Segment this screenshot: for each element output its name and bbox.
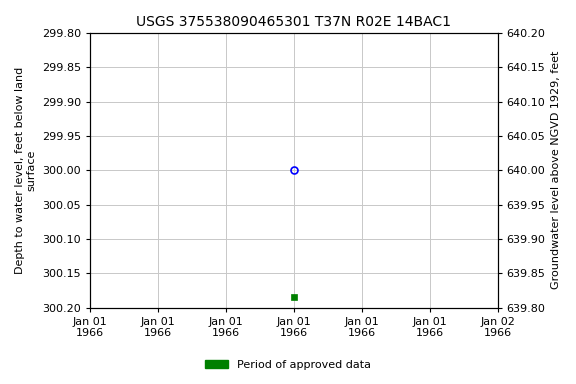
Y-axis label: Groundwater level above NGVD 1929, feet: Groundwater level above NGVD 1929, feet (551, 51, 561, 290)
Legend: Period of approved data: Period of approved data (201, 356, 375, 375)
Title: USGS 375538090465301 T37N R02E 14BAC1: USGS 375538090465301 T37N R02E 14BAC1 (137, 15, 452, 29)
Y-axis label: Depth to water level, feet below land
surface: Depth to water level, feet below land su… (15, 67, 37, 274)
